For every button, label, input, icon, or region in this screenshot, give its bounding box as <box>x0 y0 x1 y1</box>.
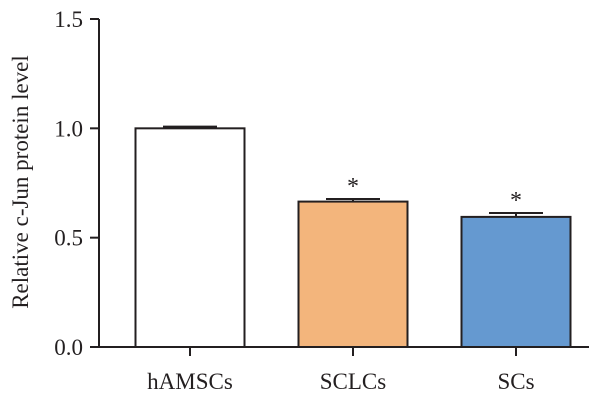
y-axis-label: Relative c-Jun protein level <box>8 55 33 309</box>
x-tick-label: SCLCs <box>320 369 387 394</box>
bar <box>297 200 409 348</box>
y-tick-label: 1.5 <box>54 7 83 32</box>
y-tick-label: 1.0 <box>54 116 83 141</box>
significance-marker: * <box>347 174 359 200</box>
bar <box>460 215 572 348</box>
significance-marker: * <box>510 188 522 214</box>
y-axis: 0.0 0.5 1.0 1.5 <box>54 7 100 360</box>
y-tick-label: 0.5 <box>54 226 83 251</box>
y-tick-label: 0.0 <box>54 335 83 360</box>
x-tick-label: hAMSCs <box>147 369 233 394</box>
bars-group: ** <box>134 125 572 348</box>
x-axis: hAMSCs SCLCs SCs <box>99 346 589 394</box>
x-tick-label: SCs <box>497 369 534 394</box>
bar <box>134 127 246 348</box>
